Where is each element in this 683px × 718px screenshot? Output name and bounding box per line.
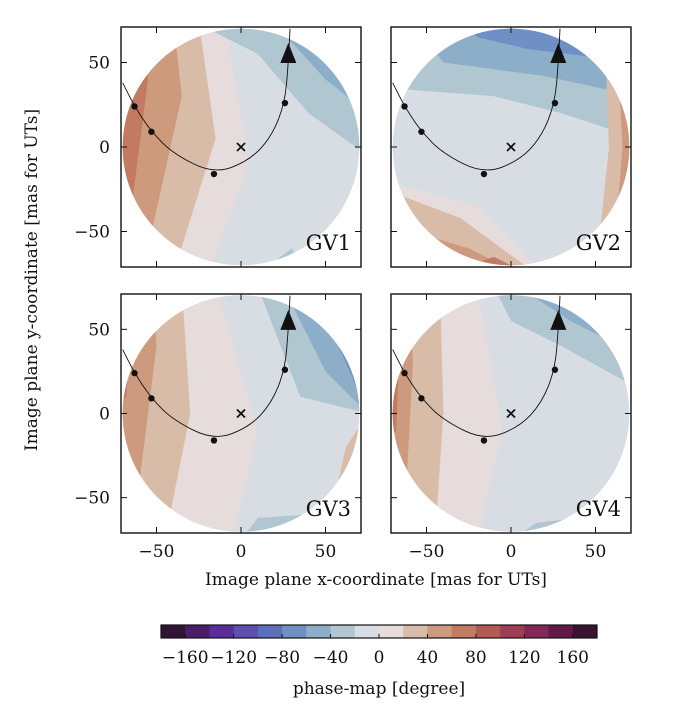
y-tick-label: −50	[74, 489, 110, 509]
trajectory-point	[210, 437, 218, 444]
trajectory-point	[131, 103, 138, 110]
phase-contour-band	[570, 295, 630, 310]
colorbar-segment	[500, 625, 525, 638]
colorbar-segment	[257, 625, 283, 638]
colorbar-segment	[403, 625, 428, 638]
phase-contour-band	[392, 295, 400, 448]
x-axis-label: Image plane x-coordinate [mas for UTs]	[205, 570, 547, 590]
colorbar-tick-label: 160	[557, 648, 589, 668]
trajectory-line	[122, 28, 291, 171]
colorbar-segment	[306, 625, 331, 638]
x-tick-label: 50	[315, 542, 337, 562]
panel-label: GV3	[306, 497, 351, 521]
colorbar-segment	[282, 625, 307, 638]
y-axis-label: Image plane y-coordinate [mas for UTs]	[22, 109, 42, 451]
center-marker	[236, 142, 246, 152]
trajectory-arrow	[550, 43, 567, 64]
trajectory-line	[392, 28, 561, 171]
colorbar-tick-label: −160	[162, 648, 209, 668]
colorbar-tick-label: 40	[417, 648, 439, 668]
panel-label: GV4	[576, 497, 621, 521]
phase-contour-band	[361, 414, 368, 481]
center-marker	[506, 408, 516, 419]
panel-gv3: 50 0 −50 −50 0 50 GV3	[74, 293, 368, 562]
colorbar-segment	[524, 625, 549, 638]
colorbar-tick-label: −80	[264, 648, 300, 668]
trajectory-point	[210, 170, 218, 178]
y-tick-label: 50	[88, 53, 110, 73]
trajectory-arrow	[280, 309, 297, 330]
colorbar-segment	[427, 625, 453, 638]
panel-gv4: −50 0 50 GV4	[390, 293, 632, 562]
x-tick-label: 50	[585, 542, 607, 562]
trajectory-point	[551, 366, 559, 373]
panel-gv2: GV2	[390, 26, 632, 268]
trajectory-point	[401, 369, 408, 377]
x-tick-label: 0	[506, 542, 517, 562]
colorbar-segment	[451, 625, 477, 638]
trajectory-point	[418, 395, 425, 402]
y-tick-label: 50	[88, 320, 110, 340]
panel-label: GV1	[306, 231, 351, 255]
trajectory-point	[148, 128, 155, 135]
colorbar-segment	[161, 625, 186, 638]
y-tick-label: 0	[99, 138, 110, 158]
trajectory-point	[551, 99, 559, 107]
y-tick-label: −50	[74, 223, 110, 243]
x-tick-label: −50	[139, 542, 175, 562]
colorbar-tick-label: −120	[210, 648, 257, 668]
colorbar-segment	[330, 625, 356, 638]
colorbar-segment	[354, 625, 380, 638]
trajectory-point	[148, 395, 155, 402]
trajectory-line	[122, 295, 291, 437]
center-marker	[506, 142, 516, 152]
trajectory-line	[392, 295, 561, 437]
trajectory-point	[480, 170, 488, 178]
colorbar-segment	[475, 625, 501, 638]
trajectory-point	[480, 437, 488, 444]
phase-contour-band	[339, 28, 360, 39]
trajectory-point	[281, 366, 289, 373]
colorbar-segment	[379, 625, 404, 638]
trajectory-point	[418, 128, 425, 135]
colorbar: −160 −120 −80 −40 0 40 80 120 160	[160, 624, 598, 668]
x-tick-label: 0	[236, 542, 247, 562]
colorbar-segment	[548, 625, 574, 638]
colorbar-label: phase-map [degree]	[293, 679, 465, 699]
colorbar-tick-label: 120	[508, 648, 540, 668]
trajectory-point	[401, 103, 408, 110]
phase-contour-band	[392, 295, 413, 515]
colorbar-segment	[233, 625, 259, 638]
trajectory-point	[131, 369, 138, 377]
trajectory-arrow	[550, 309, 567, 330]
y-tick-label: 0	[99, 405, 110, 425]
phase-contour-band	[544, 261, 579, 266]
colorbar-segment	[209, 625, 235, 638]
colorbar-tick-label: 0	[374, 648, 385, 668]
panel-gv1: 50 0 −50 GV1	[74, 26, 362, 268]
x-tick-label: −50	[409, 542, 445, 562]
center-marker	[236, 408, 246, 419]
colorbar-segment	[572, 625, 598, 638]
panel-label: GV2	[576, 231, 621, 255]
trajectory-arrow	[280, 43, 297, 64]
colorbar-tick-label: −40	[313, 648, 349, 668]
colorbar-tick-label: 80	[465, 648, 487, 668]
trajectory-point	[281, 99, 289, 107]
colorbar-segment	[185, 625, 210, 638]
